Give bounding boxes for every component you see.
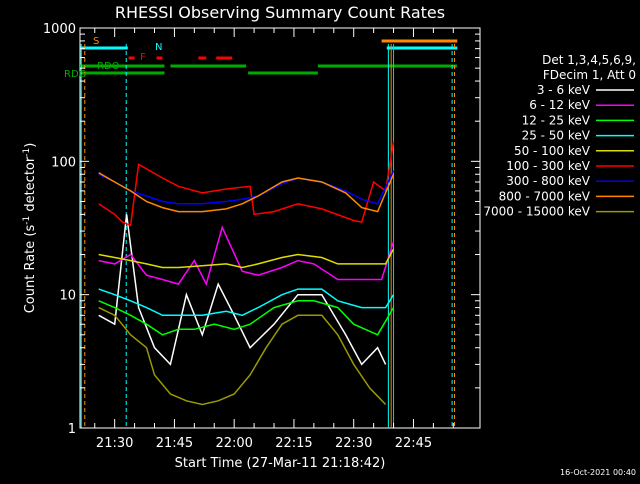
legend-label: 3 - 6 keV xyxy=(537,83,591,97)
legend-header-line-2: FDecim 1, Att 0 xyxy=(543,68,636,82)
legend-label: 7000 - 15000 keV xyxy=(483,205,590,219)
series-line-s1 xyxy=(98,214,387,366)
plot-frame xyxy=(79,27,481,429)
flag-label-rdg: RDG xyxy=(64,69,86,80)
legend-label: 300 - 800 keV xyxy=(506,174,590,188)
y-axis-label-end: ) xyxy=(23,143,38,148)
x-tick-label: 22:30 xyxy=(335,436,372,451)
y-tick-label: 10 xyxy=(59,289,76,304)
y-axis: 1 10 100 1000 xyxy=(43,22,480,437)
flag-label-s: S xyxy=(93,36,99,47)
y-tick-label: 100 xyxy=(51,155,76,170)
y-axis-label-sup1: -1 xyxy=(22,216,32,225)
series-lines xyxy=(98,141,395,406)
y-axis-label-mid: detector xyxy=(23,156,38,216)
legend-label: 800 - 7000 keV xyxy=(499,189,591,203)
legend-label: 6 - 12 keV xyxy=(529,98,591,112)
y-tick-label: 1000 xyxy=(43,22,76,37)
flag-label-n: N xyxy=(155,42,162,53)
x-tick-label: 21:45 xyxy=(156,436,193,451)
series-line-s3 xyxy=(98,300,395,336)
flag-label-rdo: RDO xyxy=(97,61,120,72)
y-tick-label: 1 xyxy=(68,422,76,437)
y-axis-label-main: Count Rate (s xyxy=(23,225,38,314)
legend-label: 25 - 50 keV xyxy=(522,129,591,143)
y-axis-label: Count Rate (s-1 detector-1) xyxy=(22,143,38,314)
series-line-s5 xyxy=(98,248,395,269)
legend-label: 50 - 100 keV xyxy=(514,144,591,158)
x-tick-label: 22:00 xyxy=(215,436,252,451)
series-line-s9 xyxy=(98,306,387,406)
chart-title: RHESSI Observing Summary Count Rates xyxy=(115,3,445,22)
legend-label: 100 - 300 keV xyxy=(506,159,590,173)
flag-lanes xyxy=(80,39,458,75)
x-axis: 21:30 21:45 22:00 22:15 22:30 22:45 xyxy=(94,28,454,451)
legend-label: 12 - 25 keV xyxy=(522,113,591,127)
x-tick-label: 21:30 xyxy=(96,436,133,451)
series-line-s8 xyxy=(98,172,395,213)
series-line-s2 xyxy=(98,225,395,287)
y-axis-label-sup2: -1 xyxy=(22,148,32,157)
timestamp: 16-Oct-2021 00:40 xyxy=(560,468,636,477)
vertical-markers xyxy=(80,44,456,428)
legend: Det 1,3,4,5,6,9, FDecim 1, Att 0 3 - 6 k… xyxy=(483,53,636,219)
flag-label-f: F xyxy=(140,52,146,63)
series-line-s7 xyxy=(98,170,395,205)
x-axis-label: Start Time (27-Mar-11 21:18:42) xyxy=(175,456,386,471)
x-tick-label: 22:45 xyxy=(395,436,432,451)
series-line-s4 xyxy=(98,288,395,317)
x-tick-label: 22:15 xyxy=(275,436,312,451)
series-line-s6 xyxy=(98,141,395,227)
legend-header-line-1: Det 1,3,4,5,6,9, xyxy=(542,53,636,67)
